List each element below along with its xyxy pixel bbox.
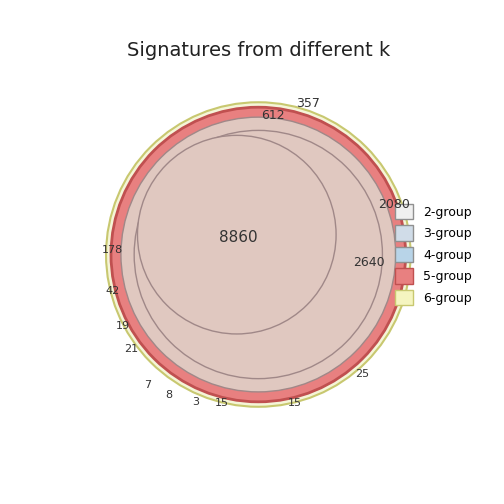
Legend: 2-group, 3-group, 4-group, 5-group, 6-group: 2-group, 3-group, 4-group, 5-group, 6-gr… <box>390 199 477 310</box>
Circle shape <box>138 136 336 334</box>
Text: 42: 42 <box>105 286 120 296</box>
Text: 2640: 2640 <box>353 257 385 269</box>
Text: 8860: 8860 <box>219 230 258 245</box>
Text: 19: 19 <box>115 321 130 331</box>
Circle shape <box>111 107 406 402</box>
Text: 15: 15 <box>215 399 229 408</box>
Text: 178: 178 <box>102 244 123 255</box>
Circle shape <box>134 131 383 379</box>
Text: 25: 25 <box>355 369 369 379</box>
Text: 15: 15 <box>288 399 302 408</box>
Circle shape <box>121 117 396 392</box>
Text: 357: 357 <box>296 97 320 110</box>
Title: Signatures from different k: Signatures from different k <box>127 41 390 60</box>
Text: 21: 21 <box>124 344 138 354</box>
Circle shape <box>106 102 411 407</box>
Text: 2080: 2080 <box>378 199 410 211</box>
Text: 3: 3 <box>192 397 199 407</box>
Text: 7: 7 <box>144 381 151 390</box>
Text: 612: 612 <box>262 109 285 122</box>
Text: 8: 8 <box>165 390 172 400</box>
